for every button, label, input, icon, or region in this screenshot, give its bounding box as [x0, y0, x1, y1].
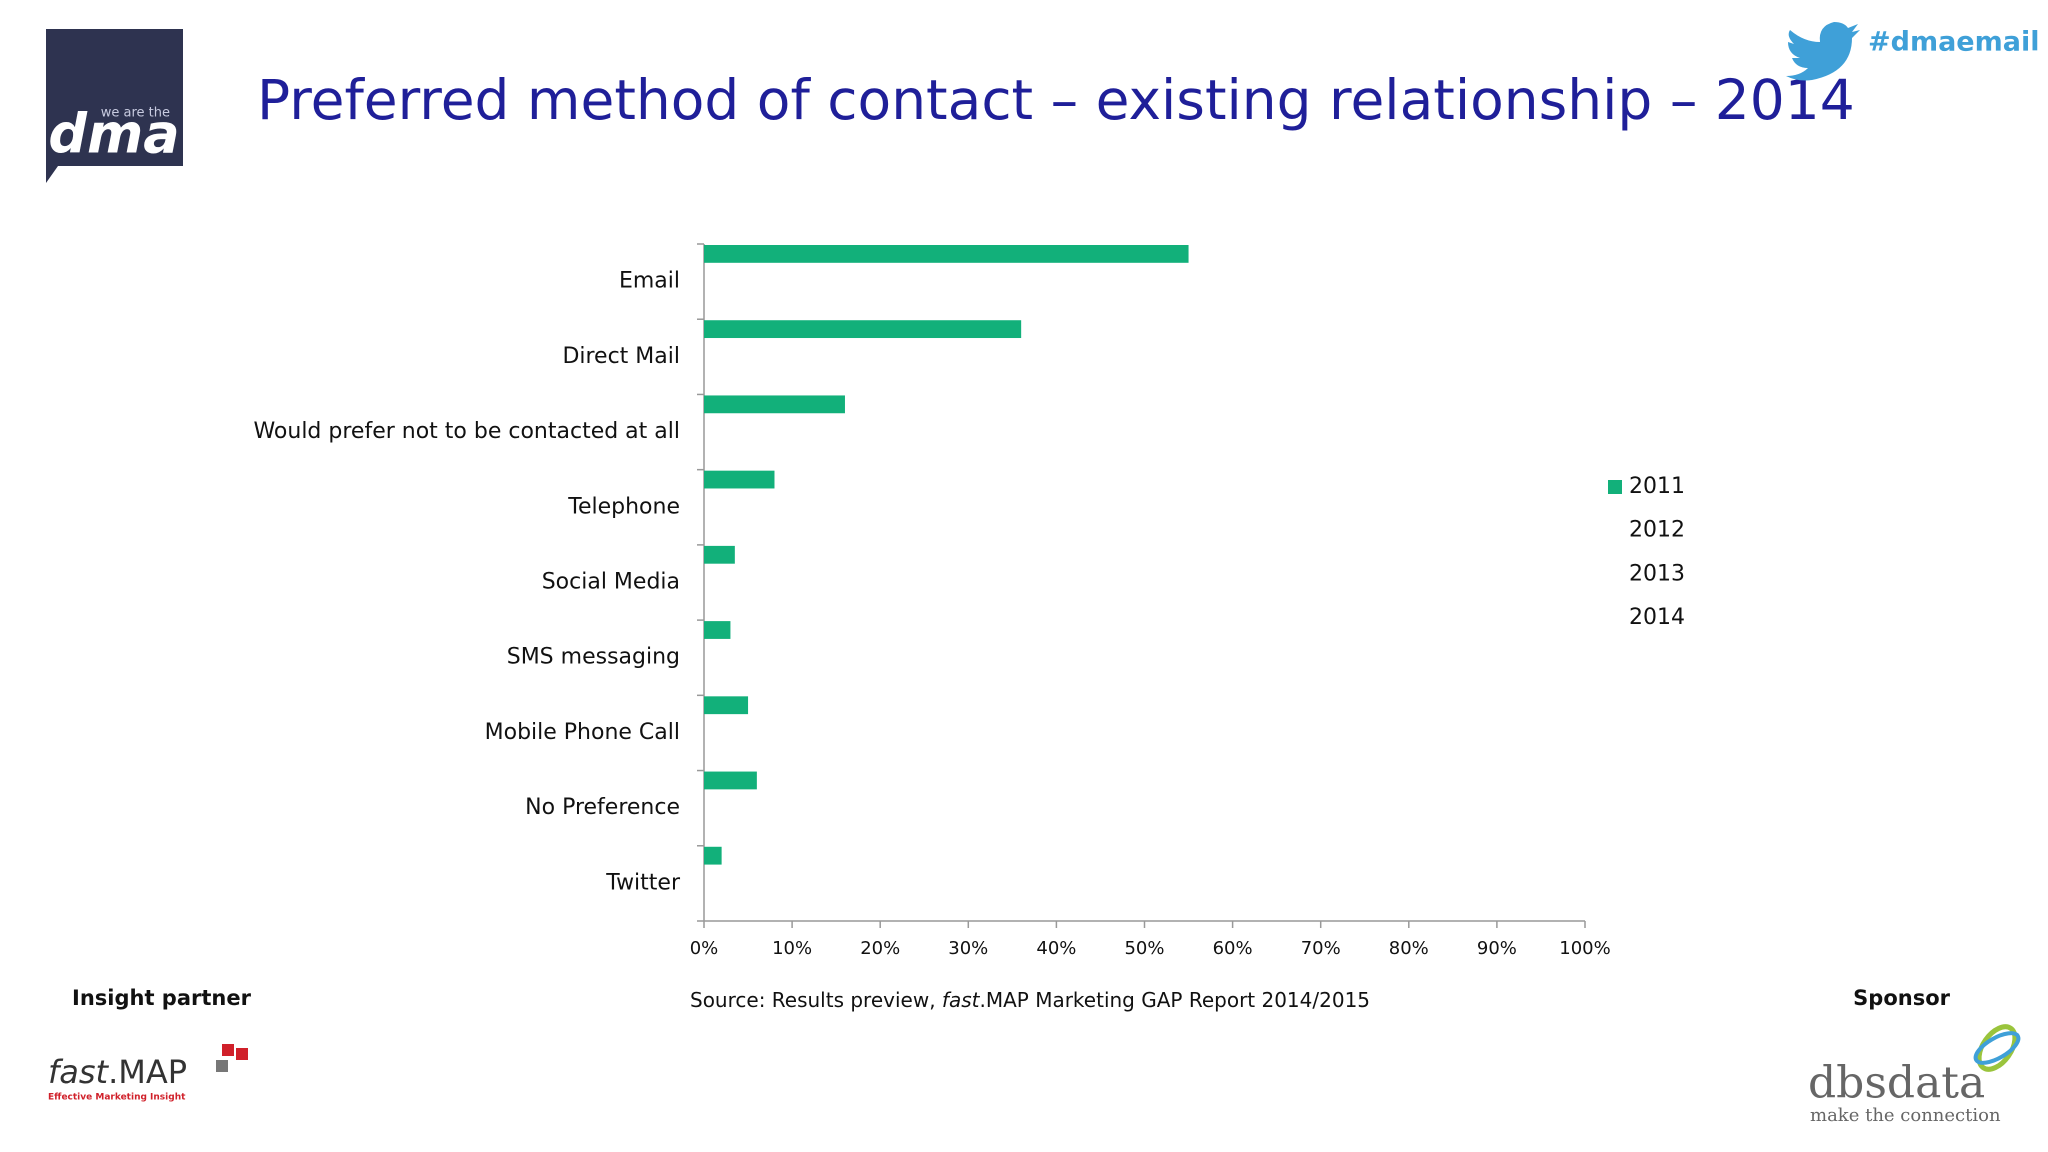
x-tick-label: 80% — [1389, 938, 1429, 959]
legend-label: 2012 — [1629, 518, 1685, 543]
fastmap-mark — [216, 1060, 228, 1072]
dbs-mark — [1973, 1031, 2021, 1065]
fastmap-logo: fast.MAP — [48, 1053, 187, 1091]
legend-swatch — [1608, 567, 1622, 582]
source-part: Source: Results preview, — [690, 988, 942, 1012]
bar — [704, 470, 775, 489]
legend-label: 2013 — [1629, 561, 1685, 586]
bar — [704, 320, 1022, 339]
x-tick-label: 10% — [772, 938, 812, 959]
bar — [704, 696, 749, 715]
x-tick-label: 70% — [1301, 938, 1341, 959]
y-tick-label: Telephone — [567, 494, 680, 519]
y-tick-label: Email — [619, 269, 680, 294]
bar — [704, 245, 1189, 263]
x-tick-label: 0% — [690, 938, 719, 959]
fastmap-tagline: Effective Marketing Insight — [48, 1093, 186, 1103]
dma-name: dma — [48, 103, 179, 166]
bar — [704, 545, 735, 564]
y-tick-label: SMS messaging — [507, 645, 680, 670]
x-tick-label: 100% — [1559, 938, 1610, 959]
legend-swatch — [1608, 480, 1622, 494]
x-tick-label: 30% — [948, 938, 988, 959]
x-tick-label: 40% — [1036, 938, 1076, 959]
y-tick-label: Mobile Phone Call — [485, 720, 680, 745]
y-tick-label: Twitter — [605, 870, 681, 895]
dma-logo-box — [46, 29, 183, 183]
y-tick-label: Social Media — [542, 570, 680, 595]
hashtag: #dmaemail — [1868, 27, 2039, 58]
legend-label: 2014 — [1629, 605, 1685, 630]
dbs-mark — [1976, 1024, 2018, 1072]
y-tick-label: No Preference — [525, 795, 680, 820]
fastmap-mark — [236, 1048, 248, 1060]
twitter-icon — [1786, 22, 1860, 81]
legend-swatch — [1608, 611, 1622, 626]
fastmap-mark — [222, 1044, 234, 1056]
chart-title: Preferred method of contact – existing r… — [257, 68, 1855, 132]
dbs-name: dbsdata — [1808, 1058, 1985, 1109]
x-tick-label: 60% — [1213, 938, 1253, 959]
dma-tagline: we are the — [101, 106, 170, 121]
x-tick-label: 50% — [1124, 938, 1164, 959]
bar — [704, 846, 722, 865]
dbs-tagline: make the connection — [1810, 1105, 2001, 1126]
sponsor: Sponsor — [1853, 986, 1950, 1010]
bar — [704, 771, 757, 790]
legend-label: 2011 — [1629, 474, 1685, 499]
fastmap-part: fast — [48, 1053, 110, 1091]
legend-swatch — [1608, 523, 1622, 538]
insight-partner: Insight partner — [72, 986, 252, 1010]
fastmap-part: .MAP — [108, 1053, 187, 1091]
y-tick-label: Would prefer not to be contacted at all — [253, 419, 680, 444]
bar — [704, 621, 731, 639]
y-tick-label: Direct Mail — [562, 344, 680, 369]
bar — [704, 395, 845, 414]
x-tick-label: 90% — [1477, 938, 1517, 959]
source-part: fast — [942, 988, 981, 1012]
source: Source: Results preview, fast.MAP Market… — [690, 988, 1370, 1012]
source-part: .MAP Marketing GAP Report 2014/2015 — [979, 988, 1370, 1012]
x-tick-label: 20% — [860, 938, 900, 959]
